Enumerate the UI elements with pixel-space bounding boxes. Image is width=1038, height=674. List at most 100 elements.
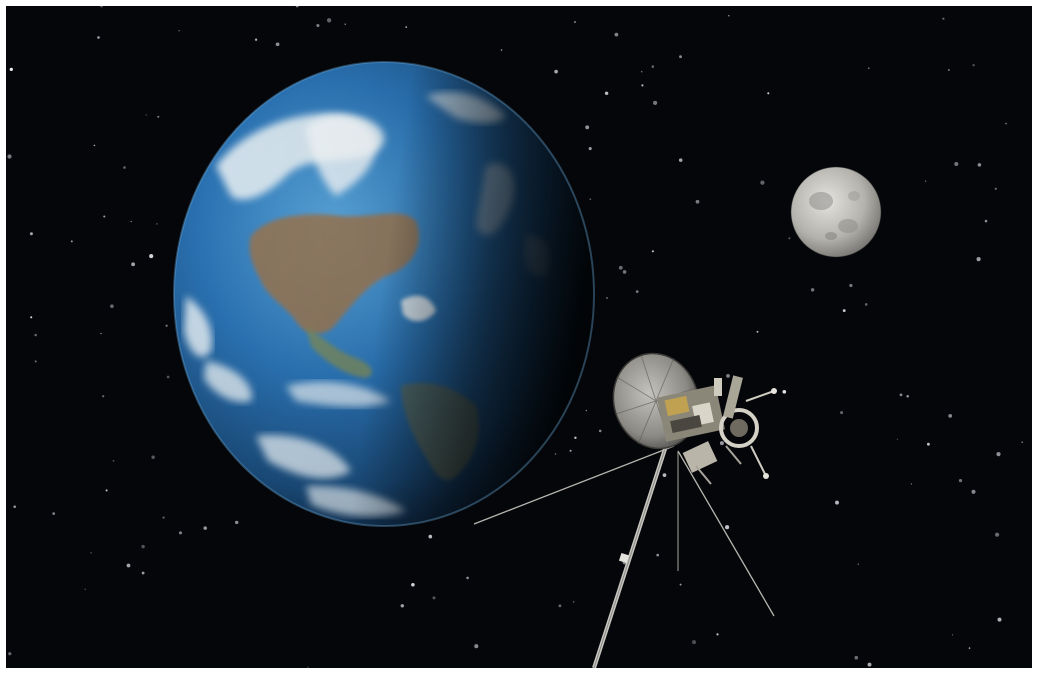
star <box>589 198 592 201</box>
star <box>995 532 1000 537</box>
star <box>948 414 953 418</box>
star <box>640 71 643 73</box>
star <box>405 26 408 28</box>
star <box>954 161 959 167</box>
star <box>896 438 899 440</box>
star <box>910 483 913 485</box>
star <box>307 666 309 668</box>
star <box>428 534 433 539</box>
star <box>947 69 950 71</box>
star <box>606 297 608 299</box>
star <box>899 393 903 397</box>
star <box>604 91 609 96</box>
star <box>857 563 860 566</box>
star <box>572 601 575 603</box>
star <box>716 633 719 636</box>
star <box>927 442 930 446</box>
star <box>34 360 37 363</box>
star <box>767 92 770 95</box>
star <box>942 17 945 20</box>
star <box>968 647 971 649</box>
star <box>756 330 759 333</box>
star <box>840 411 844 415</box>
spacecraft <box>473 352 777 668</box>
star <box>951 634 954 636</box>
star <box>906 394 909 398</box>
star <box>971 489 976 494</box>
star <box>162 516 165 519</box>
star <box>13 505 17 509</box>
star <box>316 23 320 28</box>
star <box>558 604 562 608</box>
star <box>295 6 299 8</box>
star <box>84 588 86 591</box>
star <box>203 526 207 530</box>
star <box>854 655 859 660</box>
star <box>618 265 623 270</box>
star <box>166 375 170 379</box>
star <box>165 324 168 327</box>
star <box>958 478 963 483</box>
star <box>842 309 846 313</box>
instrument-ring <box>719 408 759 448</box>
star <box>976 256 981 262</box>
space-scene <box>6 6 1032 668</box>
star <box>679 583 682 586</box>
star <box>400 604 405 608</box>
star <box>29 232 33 236</box>
star <box>725 525 730 530</box>
star <box>97 36 100 39</box>
star <box>585 125 590 130</box>
star <box>679 55 682 59</box>
star <box>574 436 577 440</box>
star <box>656 553 659 557</box>
star <box>149 254 154 259</box>
star <box>810 288 815 292</box>
star <box>984 219 988 223</box>
star <box>156 223 158 225</box>
star <box>598 429 602 433</box>
star <box>100 332 102 335</box>
star <box>234 520 239 525</box>
star <box>924 180 927 182</box>
star <box>105 489 108 492</box>
star <box>93 144 96 147</box>
star <box>867 662 872 667</box>
star <box>864 303 868 306</box>
star <box>719 441 724 446</box>
star <box>835 500 839 505</box>
star <box>103 215 106 218</box>
star <box>554 69 558 74</box>
star <box>977 163 982 167</box>
star <box>760 180 765 185</box>
star <box>178 531 183 535</box>
star <box>867 67 870 70</box>
star <box>726 374 730 378</box>
star <box>996 452 1001 457</box>
star <box>130 220 132 223</box>
star <box>70 240 73 243</box>
star <box>653 100 658 105</box>
star <box>432 596 436 600</box>
scene-illustration <box>6 6 1032 668</box>
star <box>782 389 787 394</box>
star <box>131 262 136 267</box>
star <box>9 67 13 72</box>
star <box>972 64 975 67</box>
star <box>651 65 655 68</box>
star <box>34 333 38 337</box>
star <box>126 563 131 568</box>
star <box>622 270 627 274</box>
star-field <box>7 6 1024 668</box>
star <box>474 644 479 649</box>
earth <box>173 61 595 527</box>
star <box>678 158 683 162</box>
star <box>588 147 592 151</box>
star <box>500 49 503 51</box>
star <box>100 6 103 8</box>
star <box>52 512 56 515</box>
star <box>7 154 12 159</box>
star <box>1005 122 1007 125</box>
star <box>90 552 92 554</box>
star <box>178 30 180 32</box>
